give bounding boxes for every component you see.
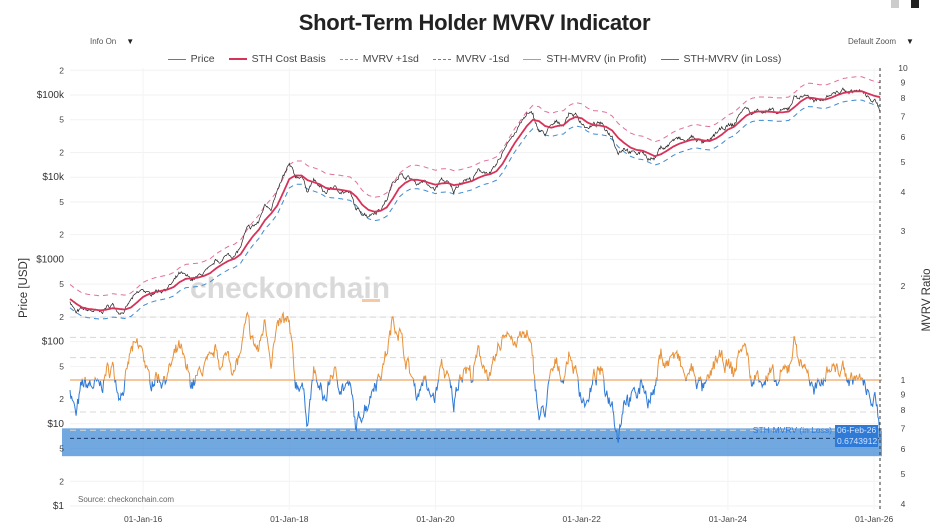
watermark: checkonchain [190,272,390,305]
y-left-tick-label: 2 [59,394,64,404]
y-right-tick-label: 4 [901,499,906,509]
triangle-down-icon: ▼ [906,37,914,46]
y-right-tick-label: 8 [901,93,906,103]
y-left-tick-label: 5 [59,197,64,207]
x-tick-label: 01-Jan-22 [563,514,602,524]
legend-swatch [432,58,451,60]
legend-swatch [228,58,247,60]
triangle-down-icon: ▼ [126,37,135,46]
sth-cost-basis-line [69,90,881,312]
y-left-tick-label: 2 [59,65,64,75]
legend-item-sth-mvrv-profit[interactable]: STH-MVRV (in Profit) [523,53,647,65]
source-note: Source: checkonchain.com [78,495,174,504]
tooltip-series: STH-MVRV (in Loss) [753,425,832,435]
x-tick-label: 01-Jan-16 [124,514,163,524]
y-right-tick-label: 6 [901,132,906,142]
y-left-tick-label: 2 [59,312,64,322]
y-left-tick-label: 5 [59,115,64,125]
x-tick-label: 01-Jan-24 [709,514,748,524]
camera-icon[interactable] [891,0,899,8]
chart-title: Short-Term Holder MVRV Indicator [298,10,651,35]
price-line [69,87,881,315]
tooltip-box [835,425,878,447]
legend-swatch [167,58,186,60]
plotly-logo-icon[interactable] [911,0,919,8]
y-left-tick-label: $100k [37,90,65,101]
tooltip-value: 0.6743912 [837,436,877,446]
y-right-tick-label: 7 [901,423,906,433]
legend-label: MVRV -1sd [455,53,510,65]
y-left-tick-label: 5 [59,361,64,371]
y-right-tick-label: 4 [901,187,906,197]
tooltip-date: 06-Feb-26 [837,425,876,435]
sth-mvrv-profit-line [81,311,865,380]
y-right-tick-label: 9 [901,389,906,399]
y-left-tick-label: $1 [53,501,65,512]
y-right-tick-label: 7 [901,111,906,121]
y-left-tick-label: $1000 [36,254,64,265]
y-right-tick-label: 5 [901,157,906,167]
zoom-dropdown[interactable]: Default Zoom ▼ [848,37,914,46]
y-right-tick-label: 5 [901,469,906,479]
y-left-tick-label: 5 [59,279,64,289]
mvrv-plus-1sd-line [69,76,881,297]
x-tick-label: 01-Jan-26 [855,514,894,524]
mvrv-minus-1sd-line [69,99,881,320]
y-left-axis-title: Price [USD] [18,258,30,318]
tooltip: STH-MVRV (in Loss) 06-Feb-26 0.6743912 [753,425,878,447]
legend-swatch [660,58,679,60]
legend-item-mvrv-plus-1sd[interactable]: MVRV +1sd [339,53,419,65]
legend-item-mvrv-minus-1sd[interactable]: MVRV -1sd [432,53,510,65]
legend-swatch [339,58,358,60]
y-right-tick-label: 9 [901,77,906,87]
y-left-tick-label: $10 [47,419,64,430]
info-toggle-dropdown[interactable]: Info On ▼ [90,37,134,46]
y-right-tick-label: 3 [901,226,906,236]
y-right-tick-label: 2 [901,281,906,291]
legend-label: MVRV +1sd [362,53,419,65]
legend-item-sth-cost-basis[interactable]: STH Cost Basis [228,53,326,65]
y-right-tick-label: 1 [901,375,906,385]
legend-label: STH-MVRV (in Loss) [683,53,782,65]
legend-label: STH-MVRV (in Profit) [546,53,647,65]
legend: Price STH Cost Basis MVRV +1sd MVRV -1sd… [0,53,949,65]
y-right-tick-label: 10 [898,63,908,73]
x-tick-label: 01-Jan-18 [270,514,309,524]
y-right-tick-label: 8 [901,405,906,415]
legend-item-sth-mvrv-loss[interactable]: STH-MVRV (in Loss) [660,53,782,65]
y-left-tick-label: 5 [59,444,64,454]
y-left-tick-label: $100 [42,337,65,348]
legend-label: Price [190,53,215,65]
watermark-mark [362,299,380,302]
y-right-axis-title: MVRV Ratio [921,268,933,331]
mvrv-loss-band [62,428,882,457]
y-left-tick-label: 2 [59,476,64,486]
zoom-label: Default Zoom [848,37,897,46]
y-left-tick-label: 2 [59,147,64,157]
legend-label: STH Cost Basis [251,53,326,65]
legend-swatch [523,58,542,60]
legend-item-price[interactable]: Price [167,53,215,65]
y-left-tick-label: $10k [42,172,65,183]
info-toggle-label: Info On [90,37,117,46]
y-left-tick-label: 2 [59,230,64,240]
y-right-tick-label: 6 [901,444,906,454]
x-tick-label: 01-Jan-20 [416,514,455,524]
